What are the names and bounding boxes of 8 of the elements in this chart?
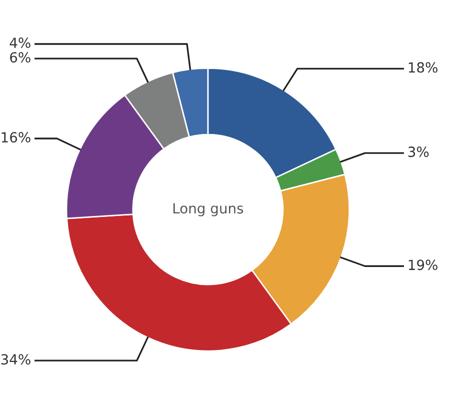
data-label: 3%	[408, 146, 429, 158]
data-label: 34%	[1, 354, 30, 365]
data-label: 4%	[10, 38, 30, 48]
data-label: 18%	[408, 62, 438, 73]
data-label: 16%	[2, 132, 30, 143]
data-label: 19%	[408, 260, 438, 270]
text: Long guns	[173, 203, 244, 216]
data-label: 6%	[10, 52, 30, 63]
